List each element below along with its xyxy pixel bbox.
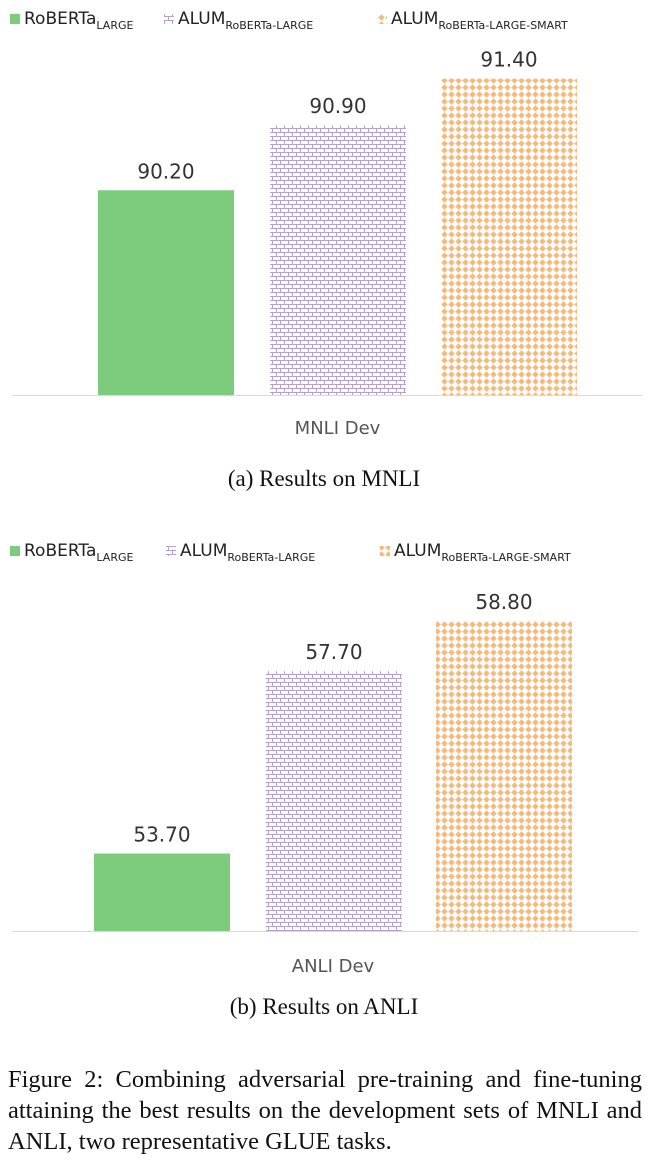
legend-item-1: ALUMRoBERTa-LARGE xyxy=(166,541,315,564)
legend-item-2: ALUMRoBERTa-LARGE-SMART xyxy=(380,541,571,564)
legend-swatch xyxy=(10,546,20,556)
legend-item-0: RoBERTaLARGE xyxy=(10,541,133,564)
bar-0 xyxy=(94,853,230,931)
figure-caption: Figure 2: Combining adversarial pre-trai… xyxy=(8,1066,642,1155)
legend-swatch xyxy=(10,14,20,24)
data-label-1: 57.70 xyxy=(305,640,362,664)
bar-2 xyxy=(441,78,577,395)
panel-anli: RoBERTaLARGE ALUMRoBERTa-LARGE ALUMRoBERTa… xyxy=(0,530,648,1030)
legend-label: ALUMRoBERTa-LARGE xyxy=(178,9,313,32)
legend-swatch xyxy=(380,546,390,556)
x-category-label: MNLI Dev xyxy=(295,418,381,439)
bar-1 xyxy=(266,671,402,931)
legend-label: ALUMRoBERTa-LARGE-SMART xyxy=(391,9,568,32)
legend-label: ALUMRoBERTa-LARGE-SMART xyxy=(394,541,571,564)
x-category-label: ANLI Dev xyxy=(292,956,375,977)
legend-label: RoBERTaLARGE xyxy=(24,541,133,564)
legend-item-1: ALUMRoBERTa-LARGE xyxy=(164,9,313,32)
legend-label: ALUMRoBERTa-LARGE xyxy=(180,541,315,564)
chart-mnli: RoBERTaLARGE ALUMRoBERTa-LARGE ALUMRoBERTa… xyxy=(10,9,642,439)
chart-anli: RoBERTaLARGE ALUMRoBERTa-LARGE ALUMRoBERTa… xyxy=(10,541,638,977)
caption-mnli: (a) Results on MNLI xyxy=(227,466,421,491)
data-label-2: 58.80 xyxy=(475,590,532,614)
bar-2 xyxy=(436,621,572,931)
data-label-0: 90.20 xyxy=(137,159,194,183)
legend-swatch xyxy=(166,546,176,556)
caption-anli: (b) Results on ANLI xyxy=(229,994,419,1019)
data-label-0: 53.70 xyxy=(133,823,190,847)
data-label-1: 90.90 xyxy=(309,94,366,118)
legend-item-0: RoBERTaLARGE xyxy=(10,9,133,32)
legend-item-2: ALUMRoBERTa-LARGE-SMART xyxy=(377,9,568,32)
bar-0 xyxy=(98,190,234,395)
legend-swatch xyxy=(377,14,387,24)
legend-label: RoBERTaLARGE xyxy=(24,9,133,32)
panel-mnli: RoBERTaLARGE ALUMRoBERTa-LARGE ALUMRoBERTa… xyxy=(0,0,648,500)
bar-1 xyxy=(270,125,406,395)
legend-swatch xyxy=(164,14,174,24)
data-label-2: 91.40 xyxy=(480,48,537,72)
